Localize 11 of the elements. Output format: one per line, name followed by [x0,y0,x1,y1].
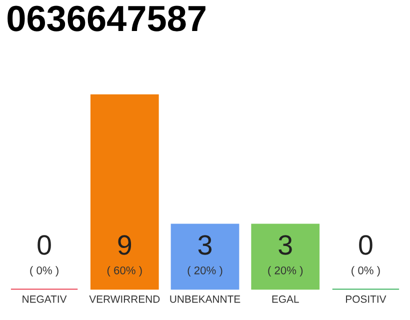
x-tick-label: VERWIRREND [89,296,160,303]
x-tick-label: NEGATIV [22,295,67,303]
x-tick-label: UNBEKANNTE [170,296,240,303]
data-label: 9 ( 60% ) [107,235,142,277]
data-label: 3 ( 20% ) [188,235,222,277]
data-label: 0 ( 0% ) [30,235,58,277]
chart-title: 0636647587 [8,6,206,32]
x-tick-label: POSITIV [346,295,386,303]
data-label: 3 ( 20% ) [268,235,303,277]
data-label: 0 ( 0% ) [352,235,380,277]
x-tick-label: EGAL [272,295,299,303]
